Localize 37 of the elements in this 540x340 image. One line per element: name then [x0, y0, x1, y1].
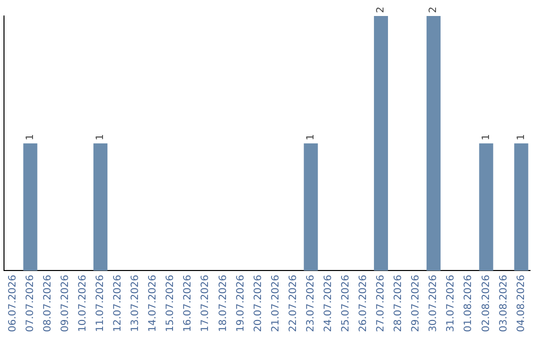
x-tick-label: 17.07.2026 [200, 274, 212, 332]
x-tick-label: 19.07.2026 [235, 274, 246, 332]
x-tick-label: 22.07.2026 [288, 274, 299, 332]
x-tick-label: 11.07.2026 [95, 274, 106, 332]
x-tick-label: 01.08.2026 [463, 274, 474, 332]
x-tick-label: 30.07.2026 [428, 274, 440, 332]
x-tick-label: 12.07.2026 [112, 274, 124, 332]
x-tick-label: 25.07.2026 [340, 274, 352, 332]
x-tick-label: 07.07.2026 [24, 274, 36, 332]
x-tick-label: 06.07.2026 [7, 274, 18, 332]
x-tick-label: 23.07.2026 [305, 274, 316, 332]
x-tick-label: 26.07.2026 [358, 274, 370, 332]
data-label: 1 [516, 134, 527, 140]
x-tick-label: 08.07.2026 [42, 274, 54, 332]
x-tick-label: 18.07.2026 [218, 274, 229, 332]
x-tick-label: 09.07.2026 [60, 274, 71, 332]
x-tick-label: 13.07.2026 [130, 274, 142, 332]
x-tick-label: 24.07.2026 [322, 274, 334, 332]
x-tick-label: 28.07.2026 [393, 274, 404, 332]
x-tick-label: 29.07.2026 [410, 274, 422, 332]
data-label: 1 [480, 134, 492, 140]
x-tick-label: 20.07.2026 [252, 274, 264, 332]
x-tick-label: 03.08.2026 [498, 274, 510, 332]
data-label: 2 [428, 6, 440, 13]
data-label: 2 [376, 6, 387, 13]
data-label: 1 [95, 134, 106, 140]
data-label: 1 [24, 134, 36, 140]
data-label: 1 [305, 134, 316, 140]
x-tick-label: 16.07.2026 [182, 274, 194, 332]
x-tick-label: 04.08.2026 [516, 274, 527, 332]
x-tick-label: 02.08.2026 [480, 274, 492, 332]
x-tick-label: 14.07.2026 [148, 274, 159, 332]
x-tick-label: 10.07.2026 [77, 274, 88, 332]
x-tick-label: 27.07.2026 [376, 274, 387, 332]
x-tick-label: 31.07.2026 [446, 274, 457, 332]
x-tick-label: 21.07.2026 [270, 274, 282, 332]
x-tick-label: 15.07.2026 [165, 274, 176, 332]
